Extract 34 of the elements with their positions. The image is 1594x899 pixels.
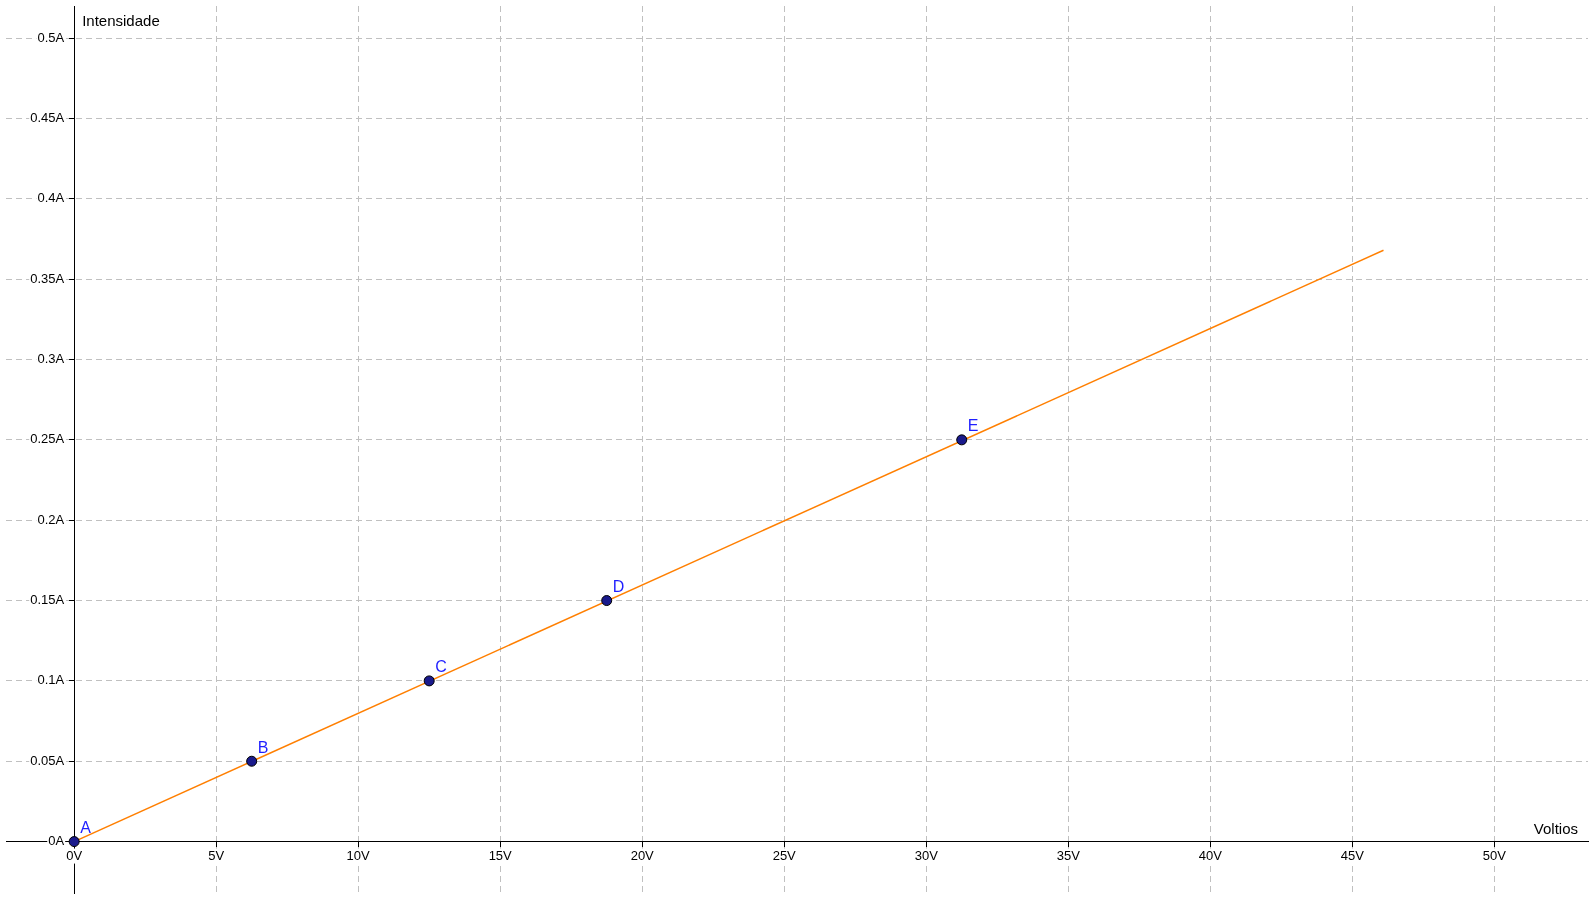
y-tick-label: 0.15A [30,592,65,608]
point [601,595,613,607]
annotation: C [435,658,447,676]
point [956,434,968,446]
y-tick-label: 0.2A [37,511,65,527]
x-tick-label: 25V [772,847,797,863]
x-axis-title: Voltios [1533,820,1578,838]
y-tick-label: 0.5A [37,29,65,45]
point [68,836,80,848]
annotation: B [257,738,269,756]
x-tick-label: 20V [630,847,655,863]
y-tick-label: 0.3A [37,351,65,367]
y-axis-title: Intensidade [82,11,160,29]
x-tick-label: 10V [346,847,371,863]
x-tick-label: 0V [66,847,83,863]
y-tick-label: 0.05A [30,752,65,768]
x-tick-label: 45V [1340,847,1365,863]
x-tick-label: 15V [488,847,513,863]
y-tick-label: 0.25A [30,431,65,447]
y-tick-label: 0.45A [30,110,65,126]
annotation: A [80,818,92,836]
x-tick-label: 40V [1198,847,1223,863]
point [246,755,258,767]
y-tick-label: 0.1A [37,672,65,688]
annotation: E [967,417,979,435]
x-tick-label: 35V [1056,847,1081,863]
y-tick-label: 0A [48,833,65,849]
x-tick-label: 50V [1482,847,1507,863]
y-tick-label: 0.4A [37,190,65,206]
annotation: D [612,577,625,595]
point [423,675,435,687]
y-tick-label: 0.35A [30,270,65,286]
x-tick-label: 5V [208,847,225,863]
x-tick-label: 30V [914,847,939,863]
